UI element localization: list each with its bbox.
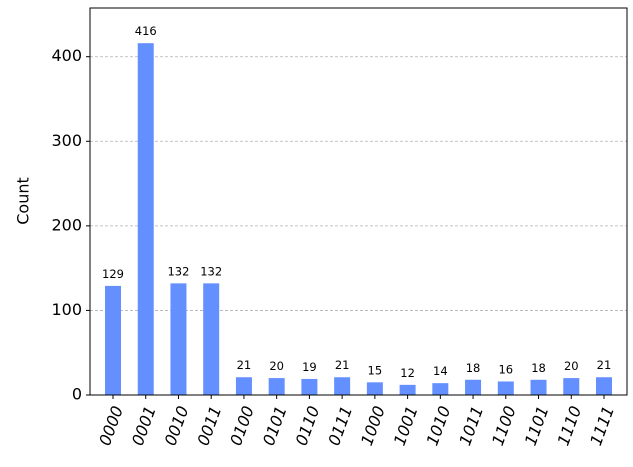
- value-label: 16: [498, 362, 513, 376]
- x-tick-label: 0110: [292, 403, 324, 448]
- bar: [301, 378, 318, 395]
- value-label: 21: [335, 358, 350, 372]
- y-tick-label: 200: [51, 215, 82, 234]
- value-label: 14: [433, 364, 448, 378]
- value-label: 132: [167, 264, 189, 278]
- value-label: 416: [135, 24, 157, 38]
- y-tick-label: 0: [72, 385, 82, 404]
- y-tick-label: 300: [51, 131, 82, 150]
- value-label: 129: [102, 267, 124, 281]
- value-label: 18: [466, 361, 481, 375]
- value-label: 15: [368, 363, 383, 377]
- x-tick-label: 1011: [455, 403, 487, 448]
- value-label: 20: [564, 359, 579, 373]
- value-label: 12: [400, 366, 415, 380]
- x-tick-label: 0001: [128, 403, 160, 448]
- x-tick-label: 0011: [193, 403, 225, 448]
- x-tick-label: 1110: [553, 403, 585, 448]
- value-label: 20: [269, 359, 284, 373]
- x-tick-label: 0111: [324, 403, 356, 448]
- bar: [235, 377, 252, 395]
- x-tick-label: 1100: [488, 403, 520, 448]
- bar: [563, 378, 580, 395]
- plot-frame: [89, 7, 628, 396]
- x-tick-label: 1010: [423, 403, 455, 448]
- bar: [465, 379, 482, 395]
- bar: [105, 285, 121, 395]
- x-tick-label: 0000: [95, 403, 127, 448]
- value-label: 21: [597, 358, 612, 372]
- x-tick-label: 0101: [259, 403, 291, 448]
- bar: [530, 379, 547, 395]
- bar: [170, 283, 187, 395]
- x-tick-label: 1111: [586, 403, 618, 448]
- value-label: 18: [531, 361, 546, 375]
- bar: [497, 381, 514, 395]
- y-tick-label: 100: [51, 300, 82, 319]
- y-tick-label: 400: [51, 46, 82, 65]
- bar: [268, 378, 285, 395]
- value-label: 132: [200, 264, 222, 278]
- bar: [366, 382, 383, 395]
- bar: [334, 377, 351, 395]
- bar: [203, 283, 220, 395]
- bar: [596, 377, 612, 395]
- bar: [399, 384, 416, 395]
- y-axis-label: Count: [14, 177, 33, 225]
- value-label: 19: [302, 360, 317, 374]
- x-tick-label: 0010: [161, 403, 193, 448]
- x-tick-label: 0100: [226, 403, 258, 448]
- x-tick-label: 1001: [390, 403, 422, 448]
- value-label: 21: [237, 358, 252, 372]
- x-tick-label: 1101: [521, 403, 553, 448]
- bar: [137, 43, 154, 395]
- bar: [432, 383, 449, 395]
- x-tick-label: 1000: [357, 403, 389, 448]
